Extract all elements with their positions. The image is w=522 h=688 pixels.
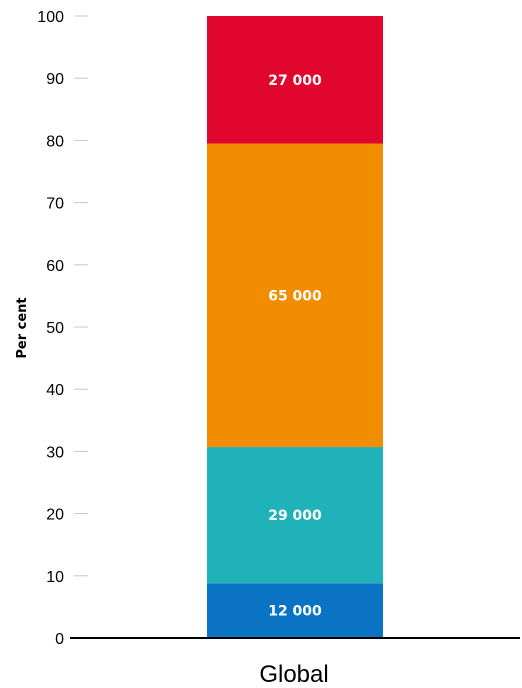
bar-segment-2 [207,143,383,448]
y-tick-label-20: 20 [46,507,64,524]
y-tick-label-40: 40 [46,382,64,399]
y-tick-label-10: 10 [46,569,64,586]
bar-segment-1 [207,447,383,584]
segment-value-label-2: 65 000 [268,288,322,304]
y-tick-label-60: 60 [46,258,64,275]
y-axis-label: Per cent [15,297,30,358]
y-tick-label-0: 0 [55,631,64,648]
y-tick-label-70: 70 [46,196,64,213]
y-tick-label-90: 90 [46,71,64,88]
bar-segment-3 [207,16,383,144]
segment-value-label-1: 29 000 [268,508,322,524]
segment-labels: 12 000 29 000 65 000 27 000 [268,73,322,620]
category-label-global: Global [259,661,328,688]
y-tick-label-30: 30 [46,444,64,461]
y-tick-label-100: 100 [37,9,64,26]
y-tick-label-50: 50 [46,320,64,337]
bar-segments [207,16,383,638]
y-axis: 0 10 20 30 40 50 60 70 80 90 100 [37,9,88,648]
y-tick-label-80: 80 [46,133,64,150]
bar-segment-0 [207,583,383,638]
segment-value-label-3: 27 000 [268,73,322,89]
segment-value-label-0: 12 000 [268,604,322,620]
